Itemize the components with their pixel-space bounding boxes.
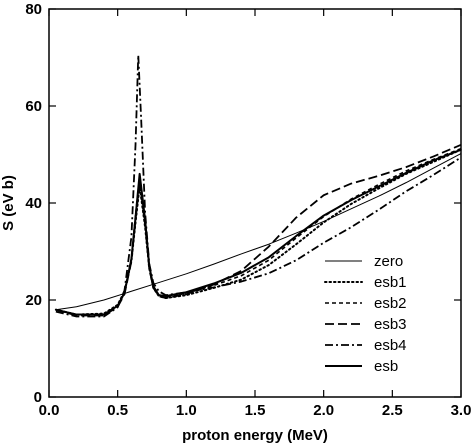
x-tick-label: 1.5 xyxy=(245,402,266,419)
legend: zero esb1 esb2 esb3 esb4 esb xyxy=(324,253,407,375)
y-tick-label: 80 xyxy=(25,1,42,18)
plot-lines xyxy=(54,54,462,318)
y-tick-label: 60 xyxy=(25,98,42,115)
x-axis-title: proton energy (MeV) xyxy=(182,427,328,444)
x-tick-label: 2.5 xyxy=(382,402,403,419)
tick-labels: 0.0 0.5 1.0 1.5 2.0 2.5 3.0 0 20 40 60 80 xyxy=(25,1,471,419)
series-line-zero xyxy=(55,153,462,311)
y-tick-label: 40 xyxy=(25,195,42,212)
x-tick-label: 3.0 xyxy=(451,402,472,419)
legend-label-esb4: esb4 xyxy=(374,337,407,354)
x-tick-label: 2.0 xyxy=(313,402,334,419)
y-tick-label: 0 xyxy=(34,389,42,406)
legend-label-esb2: esb2 xyxy=(374,295,407,312)
ticks xyxy=(48,8,462,398)
legend-label-esb3: esb3 xyxy=(374,316,407,333)
y-tick-label: 20 xyxy=(25,292,42,309)
x-tick-label: 0.0 xyxy=(39,402,60,419)
series-line-esb xyxy=(55,148,462,316)
x-tick-label: 0.5 xyxy=(107,402,128,419)
series-line-esb3 xyxy=(55,143,462,317)
legend-label-esb: esb xyxy=(374,358,398,375)
y-axis-title: S (eV b) xyxy=(0,175,17,231)
legend-label-esb1: esb1 xyxy=(374,274,407,291)
legend-label-zero: zero xyxy=(374,253,403,270)
x-tick-label: 1.0 xyxy=(176,402,197,419)
